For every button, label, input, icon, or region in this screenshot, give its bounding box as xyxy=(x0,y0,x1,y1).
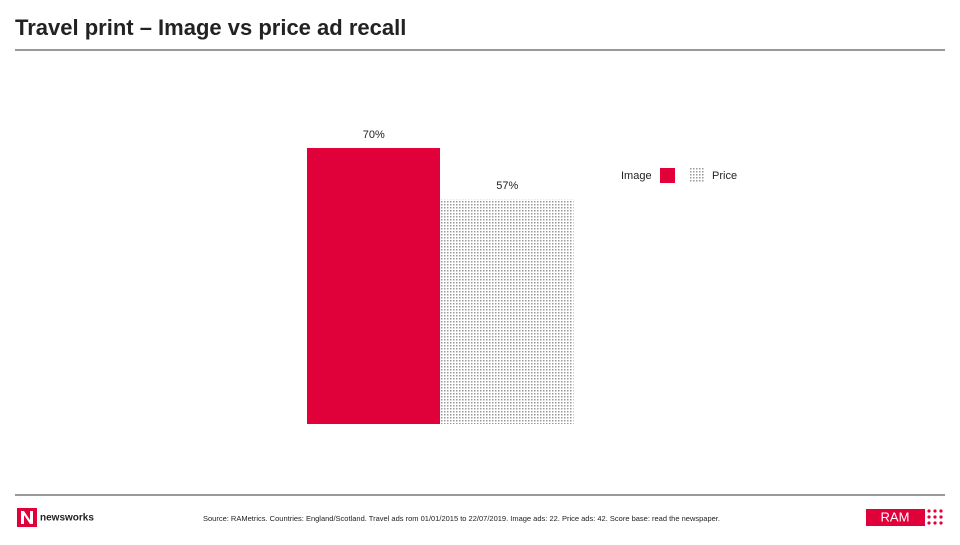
data-label: 70% xyxy=(363,129,385,141)
legend-label: Image xyxy=(621,170,652,182)
logo-dots xyxy=(927,509,943,525)
logo-text: newsworks xyxy=(40,513,94,524)
data-label: 57% xyxy=(496,180,518,192)
slide-title: Travel print – Image vs price ad recall xyxy=(15,15,406,40)
logo-mark xyxy=(866,509,925,526)
legend-swatch xyxy=(660,168,675,183)
legend-label: Price xyxy=(712,170,737,182)
logo-text: RAM xyxy=(881,509,910,524)
newsworks-logo: newsworks xyxy=(17,508,94,527)
ram-logo: RAM xyxy=(866,509,943,526)
legend-swatch xyxy=(690,168,705,183)
source-note: Source: RAMetrics. Countries: England/Sc… xyxy=(203,514,720,523)
logo-n xyxy=(21,511,33,524)
bar xyxy=(440,199,574,424)
bar xyxy=(307,148,440,424)
